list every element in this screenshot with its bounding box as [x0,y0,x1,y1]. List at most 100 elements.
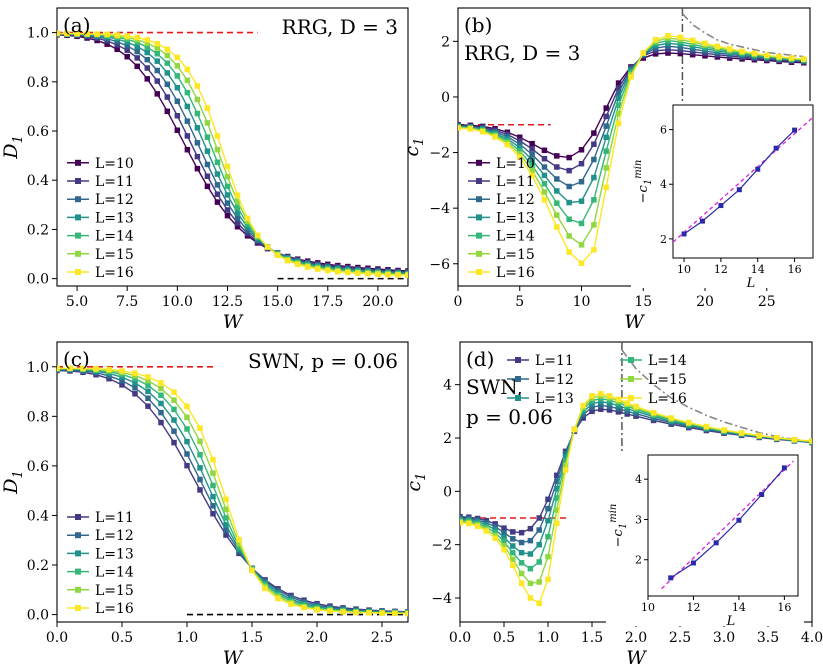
y-tick-label: −2 [431,538,452,554]
inset-x-label: L [746,276,756,291]
x-tick-label: 4.0 [801,630,823,646]
data-point [598,402,604,409]
x-tick-label: 0.5 [493,630,515,646]
data-point [234,210,241,216]
panel-title: RRG, D = 3 [464,41,580,65]
data-point [301,604,307,611]
series-L-16 [460,390,812,607]
axes-frame-a [56,7,409,287]
data-point [591,197,597,203]
data-point [93,366,99,372]
data-point [492,524,498,530]
x-tick-label: 20.0 [362,294,393,310]
data-point [738,430,745,436]
data-point [171,389,177,395]
legend-marker [75,250,81,257]
data-point [652,51,659,57]
data-point [589,393,595,399]
data-point [606,393,613,399]
inset-data-point [773,145,779,151]
data-point [144,44,151,50]
data-point [223,506,229,513]
data-point [236,544,242,550]
data-point [327,608,333,614]
data-point [210,493,216,500]
y-tick-label: 0 [443,484,452,500]
data-point [144,37,151,43]
data-point [365,270,371,277]
panel-label: (a) [63,13,91,37]
series-L-16 [57,30,408,278]
data-point [665,46,671,53]
data-point [545,505,551,512]
inset-x-label: L [726,614,736,629]
data-point [689,49,696,55]
data-point [554,164,560,170]
y-axis-label: D1 [0,135,26,160]
data-point [214,182,221,188]
data-point [518,549,525,556]
y-tick-label: 0.6 [27,459,49,475]
data-point [210,470,216,476]
data-point [603,165,609,171]
x-tick-label: 10 [573,294,591,310]
data-point [314,607,320,613]
data-point [224,183,231,190]
data-point [615,102,622,109]
data-point [145,382,151,389]
data-point [184,66,191,73]
data-point [536,527,542,533]
data-point [158,409,164,416]
data-point [224,174,231,180]
data-point [562,462,569,468]
data-point [598,390,604,397]
y-axis-label: c1 [403,473,429,492]
data-point [492,529,498,536]
data-point [197,451,203,458]
data-point [214,191,221,197]
panel-label: (c) [63,347,90,371]
data-point [288,601,294,607]
inset-data-point [792,127,798,133]
data-point [554,520,560,527]
legend-marker [476,232,482,239]
legend-marker [75,514,81,520]
data-point [566,167,572,174]
data-point [545,576,551,583]
y-tick-label: −2 [429,146,450,162]
data-point [171,406,177,413]
inset-fit-line [673,116,813,243]
data-point [615,90,622,96]
inset-series-line [670,467,785,579]
data-point [458,125,461,131]
data-point [154,40,161,47]
data-point [615,409,622,415]
x-tick-label: 20 [696,294,714,310]
x-tick-label: 12.5 [212,294,243,310]
inset-x-tick-label: 12 [686,601,700,614]
inset-data-point [690,560,696,566]
data-point [304,264,311,270]
x-tick-label: 7.5 [116,294,138,310]
inset-x-tick-label: 16 [777,601,791,614]
x-tick-label: 0.5 [111,630,133,646]
data-point [686,419,692,426]
data-point [197,487,203,493]
y-tick-label: 0.0 [27,272,49,288]
data-point [223,515,229,521]
data-point [721,427,727,433]
data-point [554,212,560,218]
data-point [566,199,572,206]
inset-y-tick-label: 2 [635,554,642,567]
data-point [529,162,535,169]
data-point [224,212,231,219]
data-point [204,120,211,126]
inset-data-point [755,166,761,172]
data-point [366,610,372,616]
data-point [517,154,523,160]
data-point [194,110,201,117]
data-point [510,543,516,549]
data-point [236,540,242,547]
data-point [474,523,481,530]
